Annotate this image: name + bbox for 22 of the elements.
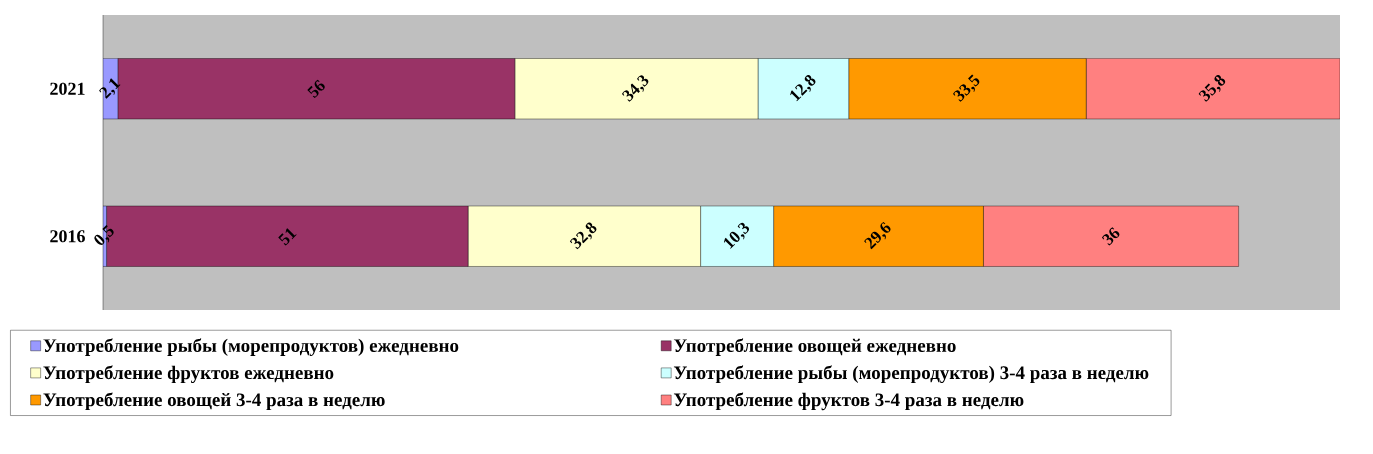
data-label: 12,8 <box>790 75 816 102</box>
y-tick-label: 2016 <box>50 230 85 243</box>
data-label: 33,5 <box>953 74 980 102</box>
y-tick-label: 2021 <box>50 82 85 95</box>
bar <box>1086 58 1340 120</box>
data-label: 0,5 <box>94 224 114 245</box>
data-label: 35,8 <box>1198 75 1226 102</box>
legend-label: Употребление рыбы (морепродуктов) ежедневно <box>43 338 459 356</box>
data-label: 10,3 <box>723 222 750 249</box>
data-label: 32,8 <box>569 222 597 250</box>
data-label: 2,1 <box>99 78 121 99</box>
data-label: 56 <box>307 79 325 98</box>
legend-label: Употребление рыбы (морепродуктов) 3-4 раза в неделю <box>673 365 1149 384</box>
bar <box>983 205 1239 267</box>
data-label: 36 <box>1101 227 1120 246</box>
data-label: 29,6 <box>864 221 891 250</box>
legend-label: Употребление фруктов ежедневно <box>43 365 334 384</box>
legend-label: Употребление овощей ежедневно <box>673 338 956 356</box>
legend-label: Употребление овощей 3-4 раза в неделю <box>43 392 385 411</box>
data-label: 51 <box>278 228 297 246</box>
legend-label: Употребление фруктов 3-4 раза в неделю <box>673 392 1024 411</box>
data-label: 34,3 <box>621 75 649 102</box>
